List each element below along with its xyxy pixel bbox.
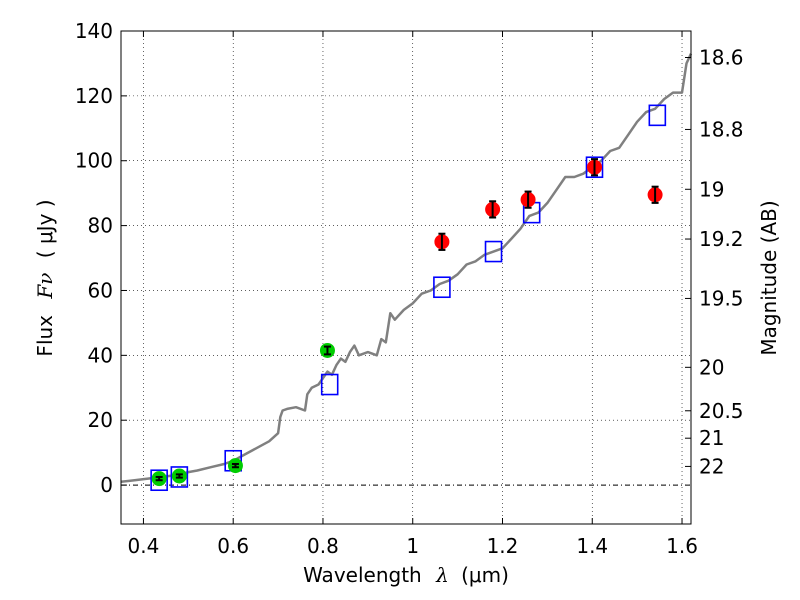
grid bbox=[121, 30, 691, 524]
model-square bbox=[648, 104, 667, 127]
x-tick-label: 0.4 bbox=[128, 534, 160, 558]
photometry-point bbox=[485, 200, 501, 219]
photometry-points bbox=[151, 158, 663, 487]
x-axis-label-symbol: λ bbox=[435, 563, 449, 587]
y2-tick-label: 19.5 bbox=[699, 286, 744, 310]
model-square bbox=[150, 469, 168, 492]
y2-tick-label: 22 bbox=[699, 454, 724, 478]
plot-frame bbox=[120, 30, 692, 525]
x-tick-label: 1.6 bbox=[666, 534, 698, 558]
model-square bbox=[484, 240, 503, 263]
y-tick-label: 0 bbox=[100, 473, 113, 497]
y2-tick-label: 19.2 bbox=[699, 227, 744, 251]
y-tick-label: 120 bbox=[75, 84, 113, 108]
y-axis-label-unit: ( μJy ) bbox=[33, 199, 57, 258]
spectrum-layer bbox=[120, 53, 693, 484]
model-square bbox=[585, 156, 604, 179]
x-axis-label: Wavelength λ (μm) bbox=[303, 563, 509, 587]
model-square bbox=[170, 466, 189, 488]
photometry-point bbox=[319, 342, 335, 358]
y-tick-label: 40 bbox=[88, 343, 113, 367]
model-square bbox=[433, 276, 451, 299]
spectrum-line bbox=[120, 53, 693, 484]
y-tick-label: 80 bbox=[88, 214, 113, 238]
x-tick-label: 0.8 bbox=[307, 534, 339, 558]
photometry-point bbox=[171, 468, 187, 484]
photometry-point bbox=[151, 471, 167, 487]
y2-tick-label: 18.8 bbox=[699, 117, 744, 141]
model-squares bbox=[150, 104, 667, 492]
y-axis-label-symbol: Fν bbox=[33, 273, 57, 300]
y-tick-label: 100 bbox=[75, 149, 113, 173]
y2-tick-label: 18.6 bbox=[699, 46, 744, 70]
photometry-point bbox=[520, 190, 536, 209]
y2-axis-label: Magnitude (AB) bbox=[757, 200, 781, 355]
x-tick-label: 1.2 bbox=[487, 534, 519, 558]
photometry-point bbox=[434, 232, 450, 251]
photometry-point bbox=[227, 458, 243, 474]
y-tick-label: 140 bbox=[75, 19, 113, 43]
x-axis-label-unit: (μm) bbox=[461, 563, 509, 587]
model-square bbox=[320, 373, 339, 396]
y-tick-label: 20 bbox=[88, 408, 113, 432]
y2-tick-label: 21 bbox=[699, 426, 724, 450]
axis-ticks: 0.4 0.6 0.8 1 1.2 1.4 1.6 0 20 40 60 80 100 120 140 18.… bbox=[75, 19, 744, 558]
y2-tick-label: 20 bbox=[699, 355, 724, 379]
photometry-point bbox=[647, 185, 663, 204]
y-axis-label-prefix: Flux bbox=[33, 315, 57, 357]
y2-tick-label: 19 bbox=[699, 177, 724, 201]
y-axis-label: Flux Fν ( μJy ) bbox=[33, 199, 57, 356]
x-tick-label: 0.6 bbox=[217, 534, 249, 558]
x-tick-label: 1.4 bbox=[576, 534, 608, 558]
x-axis-label-prefix: Wavelength bbox=[303, 563, 422, 587]
photometry-point bbox=[587, 158, 603, 177]
y-tick-label: 60 bbox=[88, 278, 113, 302]
y2-tick-label: 20.5 bbox=[699, 399, 744, 423]
x-tick-label: 1 bbox=[406, 534, 419, 558]
